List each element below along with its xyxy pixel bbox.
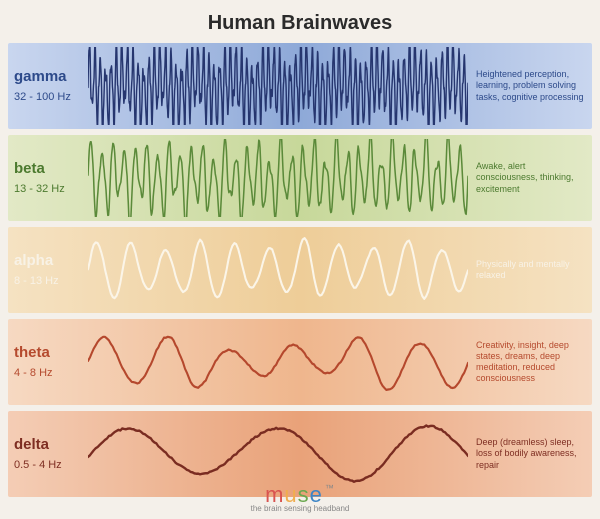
page-title: Human Brainwaves <box>0 0 600 43</box>
wave-plot-theta <box>86 319 470 405</box>
footer: muse™ the brain sensing headband <box>0 484 600 513</box>
wave-name: delta <box>14 437 86 454</box>
footer-tagline: the brain sensing headband <box>0 504 600 513</box>
wave-freq: 13 - 32 Hz <box>14 183 86 195</box>
wave-plot-gamma <box>86 43 470 129</box>
wave-label-beta: beta 13 - 32 Hz <box>8 135 86 221</box>
wave-row-beta: beta 13 - 32 Hz Awake, alert consciousness… <box>8 135 592 221</box>
wave-freq: 32 - 100 Hz <box>14 91 86 103</box>
wave-desc-beta: Awake, alert consciousness, thinking, ex… <box>470 135 592 221</box>
wave-label-gamma: gamma 32 - 100 Hz <box>8 43 86 129</box>
wave-row-theta: theta 4 - 8 Hz Creativity, insight, deep s… <box>8 319 592 405</box>
wave-plot-alpha <box>86 227 470 313</box>
wave-name: theta <box>14 345 86 362</box>
wave-rows: gamma 32 - 100 Hz Heightened perception, l… <box>0 43 600 497</box>
wave-freq: 4 - 8 Hz <box>14 367 86 379</box>
wave-desc-gamma: Heightened perception, learning, problem… <box>470 43 592 129</box>
wave-plot-beta <box>86 135 470 221</box>
wave-desc-theta: Creativity, insight, deep states, dreams… <box>470 319 592 405</box>
wave-label-alpha: alpha 8 - 13 Hz <box>8 227 86 313</box>
trademark: ™ <box>325 483 335 493</box>
wave-freq: 0.5 - 4 Hz <box>14 459 86 471</box>
wave-name: alpha <box>14 253 86 270</box>
wave-row-gamma: gamma 32 - 100 Hz Heightened perception, l… <box>8 43 592 129</box>
wave-name: beta <box>14 161 86 178</box>
wave-label-theta: theta 4 - 8 Hz <box>8 319 86 405</box>
muse-logo: muse™ <box>0 484 600 506</box>
wave-name: gamma <box>14 69 86 86</box>
wave-freq: 8 - 13 Hz <box>14 275 86 287</box>
wave-row-alpha: alpha 8 - 13 Hz Physically and mentally re… <box>8 227 592 313</box>
wave-desc-alpha: Physically and mentally relaxed <box>470 227 592 313</box>
